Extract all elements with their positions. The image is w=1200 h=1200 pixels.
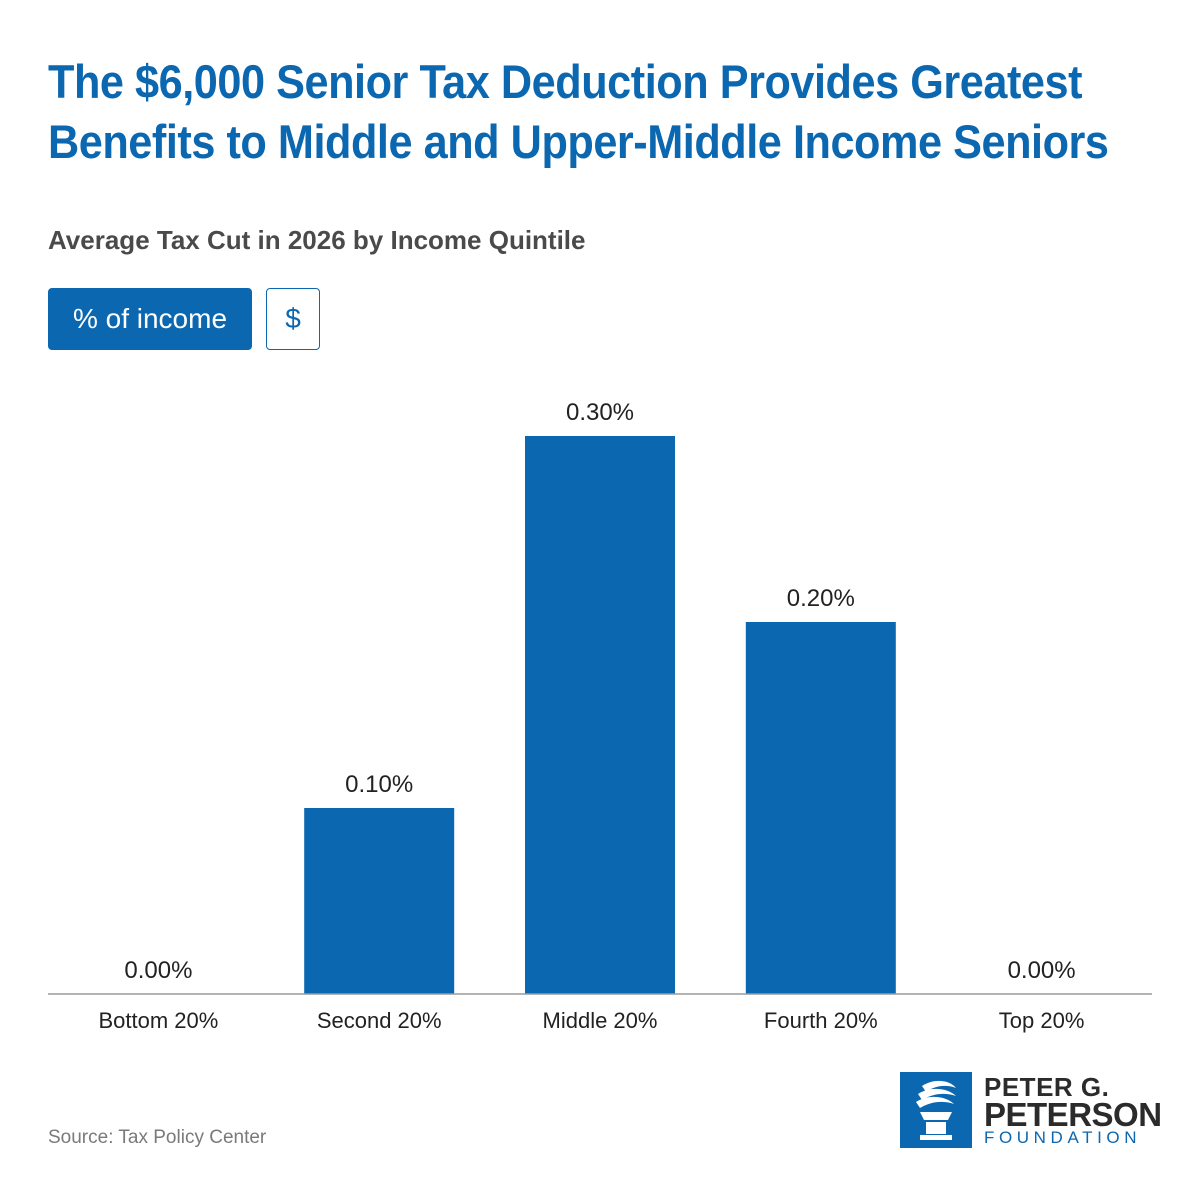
bars	[304, 436, 896, 994]
chart-title: The $6,000 Senior Tax Deduction Provides…	[48, 52, 1109, 172]
torch-icon	[900, 1072, 972, 1148]
logo-text-line-2: PETERSON	[984, 1096, 1162, 1133]
category-labels: Bottom 20% Second 20% Middle 20% Fourth 20%…	[98, 1008, 1084, 1033]
dollar-toggle[interactable]: $	[266, 288, 320, 350]
source-note: Source: Tax Policy Center	[48, 1127, 267, 1148]
bar-chart: 0.00% 0.10% 0.30% 0.20% 0.00% Bottom 20% Seco…	[48, 399, 1152, 1033]
category-label-top-20: Top 20%	[999, 1008, 1085, 1033]
category-label-second-20: Second 20%	[317, 1008, 442, 1033]
value-label-top-20: 0.00%	[1008, 957, 1076, 984]
value-label-second-20: 0.10%	[345, 771, 413, 798]
value-label-bottom-20: 0.00%	[124, 957, 192, 984]
category-label-middle-20: Middle 20%	[543, 1008, 658, 1033]
logo-text-line-1: PETER G.	[984, 1072, 1110, 1102]
category-label-bottom-20: Bottom 20%	[98, 1008, 218, 1033]
peterson-foundation-logo: PETER G. PETERSON FOUNDATION	[900, 1072, 1162, 1148]
category-label-fourth-20: Fourth 20%	[764, 1008, 878, 1033]
bar-second-20	[304, 808, 455, 994]
bar-middle-20	[525, 436, 675, 994]
chart-subtitle: Average Tax Cut in 2026 by Income Quinti…	[48, 225, 586, 255]
value-label-fourth-20: 0.20%	[787, 585, 855, 612]
chart-title-line-1: The $6,000 Senior Tax Deduction Provides…	[48, 55, 1083, 108]
chart-title-line-2: Benefits to Middle and Upper-Middle Inco…	[48, 115, 1109, 168]
logo-text-line-3: FOUNDATION	[984, 1128, 1142, 1147]
value-label-middle-20: 0.30%	[566, 399, 634, 426]
value-labels: 0.00% 0.10% 0.30% 0.20% 0.00%	[124, 399, 1075, 984]
percent-of-income-toggle[interactable]: % of income	[48, 288, 252, 350]
bar-fourth-20	[745, 622, 896, 994]
